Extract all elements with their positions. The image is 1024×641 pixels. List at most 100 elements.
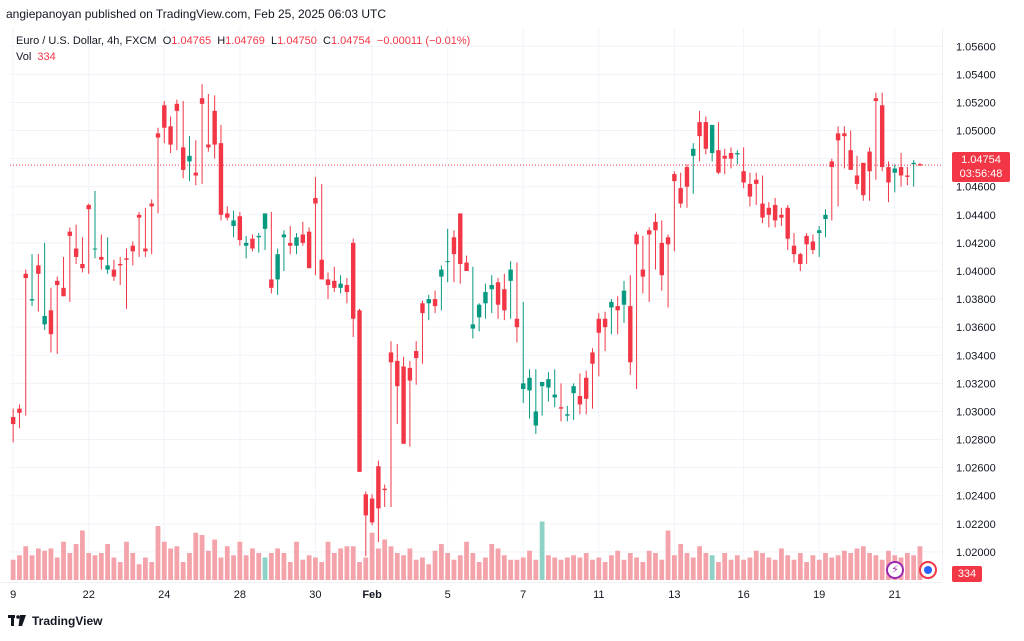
volume-bar [193,532,199,580]
candle [861,162,866,201]
candle [86,203,91,274]
high-label: H [217,35,226,47]
candle-body [193,172,198,176]
candle [42,242,47,330]
vol-label[interactable]: Vol [16,51,32,63]
time-axis[interactable]: 922242830Feb57111316192125 [0,582,942,606]
candle-body [546,379,551,388]
candle-body [684,167,690,187]
volume-bar [539,521,545,580]
open-value: 1.04765 [171,35,212,47]
candle [231,210,236,238]
candle [439,265,444,311]
candle-body [73,248,79,257]
candle [130,241,136,266]
volume-bar [23,546,29,580]
candle-body [439,269,444,277]
price-tick-label: 1.04600 [956,182,996,194]
candle-body [10,417,16,425]
candle-body [754,179,759,184]
candle-body [275,254,280,280]
volume-bar [627,553,633,580]
volume-bar [262,557,268,580]
candle-body [149,203,154,207]
volume-bar [86,553,92,580]
price-axis[interactable]: 1.056001.054001.052001.050001.048001.046… [942,28,1024,580]
volume-bar [848,553,854,580]
candle-body [17,408,22,413]
candle [615,296,620,335]
candle [250,234,255,252]
volume-bar [10,559,16,580]
candle [577,373,583,415]
volume-bar [823,553,828,580]
candle-body [376,466,381,509]
target-icon[interactable] [919,561,937,579]
volume-bar [684,553,690,580]
candle-body [199,98,205,104]
candle-body [609,301,614,308]
candle [275,248,280,295]
candle-body [117,263,123,266]
candle [678,172,683,208]
volume-bar [61,541,66,580]
bolt-icon[interactable]: ⚡ [886,561,904,579]
legend-ohlc-row: Euro / U.S. Dollar, 4h, FXCM O1.04765 H1… [16,33,470,49]
candle-body [665,237,671,245]
footer-brand[interactable]: TradingView [8,614,102,628]
candle [388,341,394,507]
candle-body [672,174,677,182]
time-tick-label: 21 [889,589,901,601]
volume-bar [508,559,514,580]
candle [879,92,885,172]
volume-bar [634,557,639,580]
candle-body [565,414,570,416]
last-price-value: 1.04754 [961,154,1001,166]
candle-body [552,394,557,398]
candle-body [735,153,740,155]
volume-bar [17,555,22,580]
volume-bar [457,555,463,580]
vol-value: 334 [37,51,56,63]
candle [602,311,608,352]
candle [596,313,602,377]
candle [288,226,293,255]
volume-bar [810,555,816,580]
candle [791,233,797,263]
volume-bar [155,526,161,580]
volume-bar [231,555,236,580]
candle [728,147,734,169]
price-tick-label: 1.05200 [956,97,996,109]
candlestick-chart[interactable] [10,28,942,580]
candle-body [892,168,897,173]
price-tick-label: 1.03200 [956,378,996,390]
candle-body [231,220,236,227]
candle [735,150,740,165]
volume-bar [48,548,54,580]
volume-bar [678,544,684,580]
open-label: O [162,35,172,47]
candle [262,213,268,250]
candle-body [80,263,85,269]
candle-body [539,381,545,387]
candle-body [99,256,104,260]
candle-body [92,248,98,250]
candle-body [294,237,299,246]
candle [905,167,910,186]
candle [835,126,841,207]
volume-bar [804,562,810,580]
candle-body [798,254,803,264]
candle-body [212,110,217,145]
volume-bar [35,548,41,580]
candle [313,176,318,276]
candle-body [155,133,161,138]
candle [760,175,765,224]
symbol-label[interactable]: Euro / U.S. Dollar, 4h, FXCM [16,35,157,47]
candle-body [458,213,463,264]
candle [892,164,897,193]
candle-body [281,234,287,238]
volume-bar [665,530,671,580]
volume-bar [577,557,583,580]
candle-body [691,148,696,156]
